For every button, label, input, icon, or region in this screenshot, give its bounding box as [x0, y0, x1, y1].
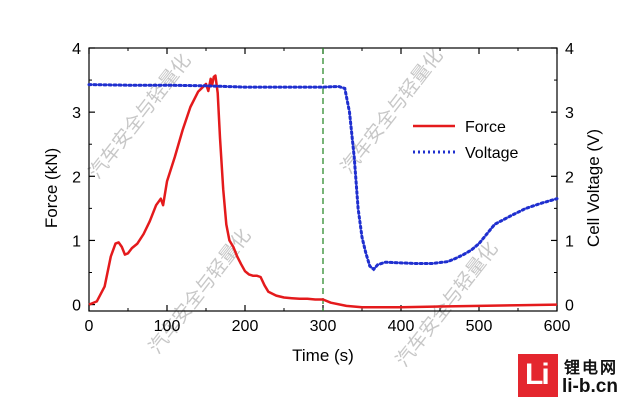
x-tick-label: 400: [388, 318, 415, 335]
legend: Force Voltage: [413, 119, 518, 162]
x-axis-label: Time (s): [292, 346, 354, 365]
logo-mark: Li: [518, 354, 558, 397]
x-tick-label: 100: [154, 318, 181, 335]
x-tick-label: 300: [310, 318, 337, 335]
y-tick-label: 1: [72, 233, 81, 250]
watermark-text: 汽车安全与轻量化: [392, 238, 503, 371]
y2-tick-label: 3: [565, 105, 574, 122]
y2-tick-label: 2: [565, 169, 574, 186]
y-tick-label: 4: [72, 41, 81, 58]
y-tick-label: 0: [72, 298, 81, 315]
legend-voltage-label: Voltage: [465, 145, 518, 162]
y2-tick-label: 4: [565, 41, 574, 58]
legend-force-label: Force: [465, 119, 506, 136]
watermark-text: 汽车安全与轻量化: [85, 50, 196, 183]
y2-tick-label: 1: [565, 233, 574, 250]
x-tick-label: 600: [544, 318, 571, 335]
y-axis-label: Force (kN): [42, 148, 61, 228]
y2-axis-label: Cell Voltage (V): [584, 129, 603, 247]
plot-layer: 0 100 200 300 400 500 600 0 1 2 3 4 0 1 2 3 4: [72, 41, 574, 335]
x-tick-label: 500: [466, 318, 493, 335]
x-tick-label: 200: [232, 318, 259, 335]
y-tick-label: 3: [72, 105, 81, 122]
watermark-text: 汽车安全与轻量化: [145, 225, 256, 358]
logo-name: 锂电网: [564, 358, 619, 377]
y2-tick-label: 0: [565, 298, 574, 315]
voltage-series-line: [87, 83, 559, 272]
x-tick-label: 0: [85, 318, 94, 335]
logo-domain: li-b.cn: [562, 376, 618, 397]
site-logo: Li 锂电网 li-b.cn: [518, 352, 640, 401]
force-series-line: [88, 74, 558, 309]
watermarks: 汽车安全与轻量化 汽车安全与轻量化 汽车安全与轻量化 汽车安全与轻量化: [85, 45, 503, 371]
y-tick-label: 2: [72, 169, 81, 186]
